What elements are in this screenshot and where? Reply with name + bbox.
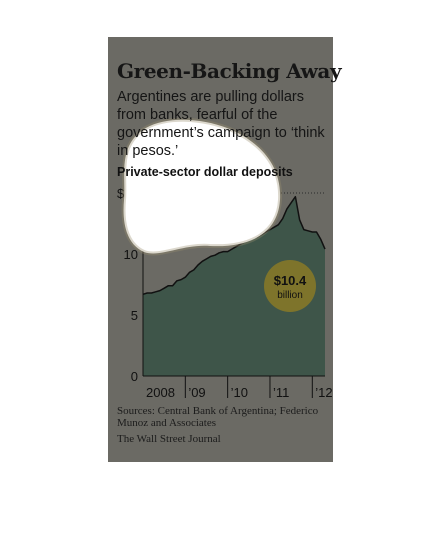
callout-unit: billion xyxy=(277,290,303,301)
source-line-2: Munoz and Associates xyxy=(117,417,216,429)
x-tick-label: ’10 xyxy=(231,385,248,400)
x-tick-label: 2008 xyxy=(146,385,175,400)
y-tick-label: 0 xyxy=(131,369,138,384)
source-line-1: Sources: Central Bank of Argentina; Fede… xyxy=(117,405,319,417)
callout-value: $10.4 xyxy=(274,273,307,288)
callout-bubble xyxy=(264,260,316,312)
deposits-line xyxy=(142,195,326,296)
y-tick-label: 10 xyxy=(124,247,138,262)
y-tick-label: 5 xyxy=(131,308,138,323)
chart-title: Private-sector dollar deposits xyxy=(117,165,293,179)
x-tick-label: ’11 xyxy=(273,385,289,400)
x-tick-label: ’09 xyxy=(188,385,205,400)
x-axis-ticks: 2008 ’09 ’10 ’11 ’12 xyxy=(146,376,333,400)
x-tick-label: ’12 xyxy=(315,385,332,400)
headline: Green-Backing Away xyxy=(117,59,342,83)
value-callout: $10.4 billion xyxy=(264,260,316,312)
deposits-area xyxy=(142,195,326,376)
subtitle: Argentines are pulling dollars from bank… xyxy=(117,89,325,159)
white-blot xyxy=(121,117,283,256)
deposits-area-fill xyxy=(143,196,325,376)
publication-credit: The Wall Street Journal xyxy=(117,433,221,445)
